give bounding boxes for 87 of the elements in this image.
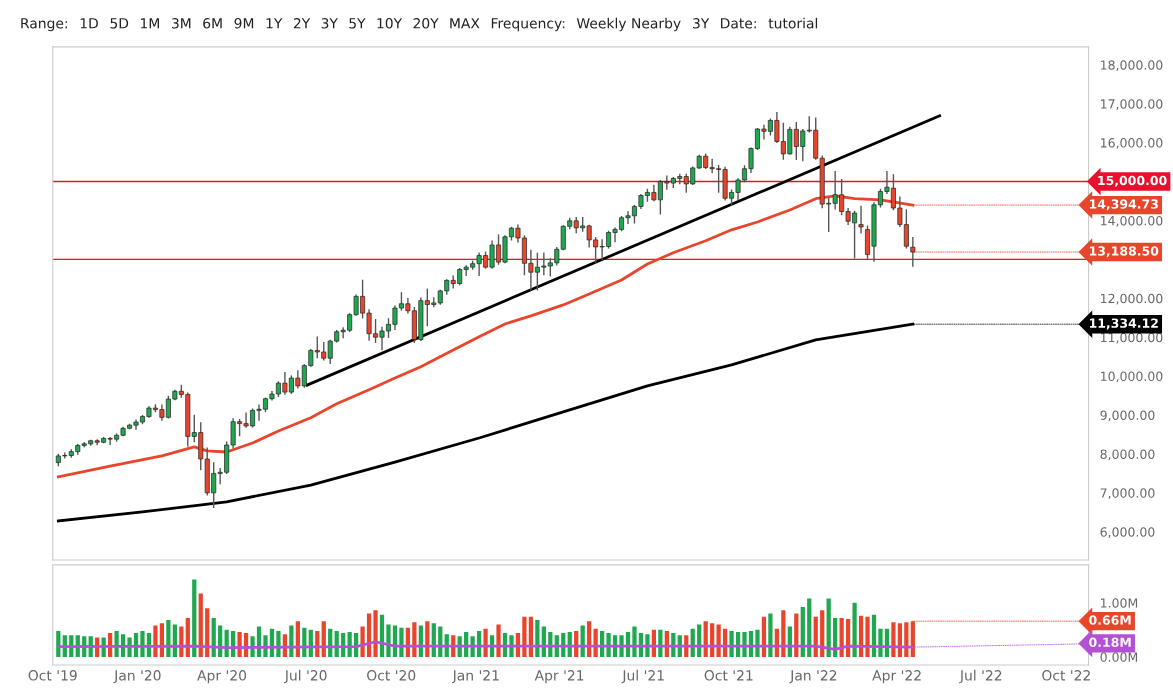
bar — [645, 634, 650, 657]
bar — [800, 607, 805, 657]
y-tick-label: 18,000.00 — [1101, 60, 1163, 71]
x-tick-label: Oct '19 — [28, 670, 77, 681]
x-tick-label: Jan '20 — [113, 670, 161, 684]
x-tick-label: Jan '21 — [451, 670, 499, 684]
text: 2Y — [293, 18, 311, 29]
annotation: 0.66M — [1089, 615, 1131, 625]
y-tick-label: 9,000.00 — [1100, 410, 1155, 422]
y-tick-label: 10,000.00 — [1101, 371, 1163, 383]
bar — [891, 622, 896, 657]
annotation: 13,188.50 — [1089, 246, 1159, 258]
bar — [619, 635, 624, 657]
x-tick-label: Jul '22 — [959, 669, 1002, 684]
y-tick-label: 17,000.00 — [1101, 99, 1163, 110]
y-tick-label: 0.00M — [1100, 652, 1138, 662]
bar — [904, 622, 909, 657]
text: Range: — [21, 18, 68, 32]
x-tick-label: Jan '22 — [789, 670, 837, 684]
x-tick-label: Apr '22 — [872, 670, 921, 684]
text: 3Y — [321, 18, 338, 29]
x-tick-label: Apr '21 — [534, 670, 584, 684]
text: 3M — [171, 18, 191, 29]
y-tick-label: 7,000.00 — [1100, 488, 1155, 500]
text: Weekly Nearby — [576, 17, 681, 32]
x-tick-label: Jul '21 — [621, 669, 664, 684]
bar — [360, 626, 365, 657]
bar — [839, 617, 844, 657]
candlestick — [858, 205, 864, 234]
bar — [606, 633, 611, 657]
text: 3Y — [693, 18, 710, 29]
bar — [897, 623, 903, 657]
bar — [399, 627, 404, 657]
ref-line-label: 15,000.00 — [1098, 175, 1167, 187]
bar — [373, 610, 378, 657]
y-tick-label: 1.00M — [1101, 598, 1138, 608]
bar — [192, 579, 197, 657]
text: 6M — [203, 18, 222, 29]
text: 20Y — [413, 18, 439, 29]
x-tick-label: Oct '20 — [367, 670, 416, 681]
bar — [386, 624, 391, 657]
y-tick-label: 16,000.00 — [1101, 138, 1163, 149]
bar — [496, 624, 501, 657]
text: 1Y — [266, 18, 283, 29]
text: 9M — [234, 18, 254, 29]
annotation: 14,394.73 — [1089, 199, 1158, 211]
y-tick-label: 12,000.00 — [1101, 293, 1163, 305]
y-tick-label: 11,000.00 — [1101, 332, 1163, 344]
bar — [431, 623, 436, 657]
bar — [697, 624, 702, 657]
text: MAX — [450, 18, 480, 29]
text: Frequency: — [491, 18, 565, 32]
bar — [807, 598, 812, 657]
text: 5D — [110, 18, 129, 29]
x-tick-label: Apr '20 — [197, 670, 247, 684]
bar — [153, 625, 158, 657]
x-tick-label: Jul '20 — [284, 669, 327, 684]
x-tick-label: Oct '21 — [704, 670, 753, 681]
bar — [755, 629, 760, 657]
annotation: 11,334.12 — [1089, 318, 1158, 330]
bar — [632, 626, 637, 657]
bar — [412, 622, 417, 657]
bar — [768, 613, 773, 657]
y-tick-label: 14,000.00 — [1101, 215, 1163, 227]
bar — [522, 616, 527, 657]
bar — [852, 602, 857, 657]
text: tutorial — [768, 17, 818, 29]
text: 1D — [80, 18, 98, 29]
x-tick-label: Oct '22 — [1042, 670, 1090, 681]
bar — [742, 631, 747, 657]
text: Date: — [721, 18, 756, 29]
text: 1M — [141, 18, 159, 29]
bar — [865, 616, 870, 657]
bar — [826, 598, 831, 657]
bar — [509, 635, 514, 657]
bar — [781, 610, 786, 657]
bar — [710, 623, 715, 657]
y-tick-label: 8,000.00 — [1100, 449, 1155, 461]
text: 10Y — [377, 18, 403, 29]
bar — [483, 628, 488, 657]
annotation: 0.18M — [1089, 637, 1131, 648]
bar — [716, 624, 721, 657]
bar — [729, 630, 734, 657]
bar — [166, 620, 171, 657]
y-tick-label: 6,000.00 — [1100, 527, 1155, 538]
text: 5Y — [349, 18, 366, 29]
bar — [289, 625, 294, 657]
